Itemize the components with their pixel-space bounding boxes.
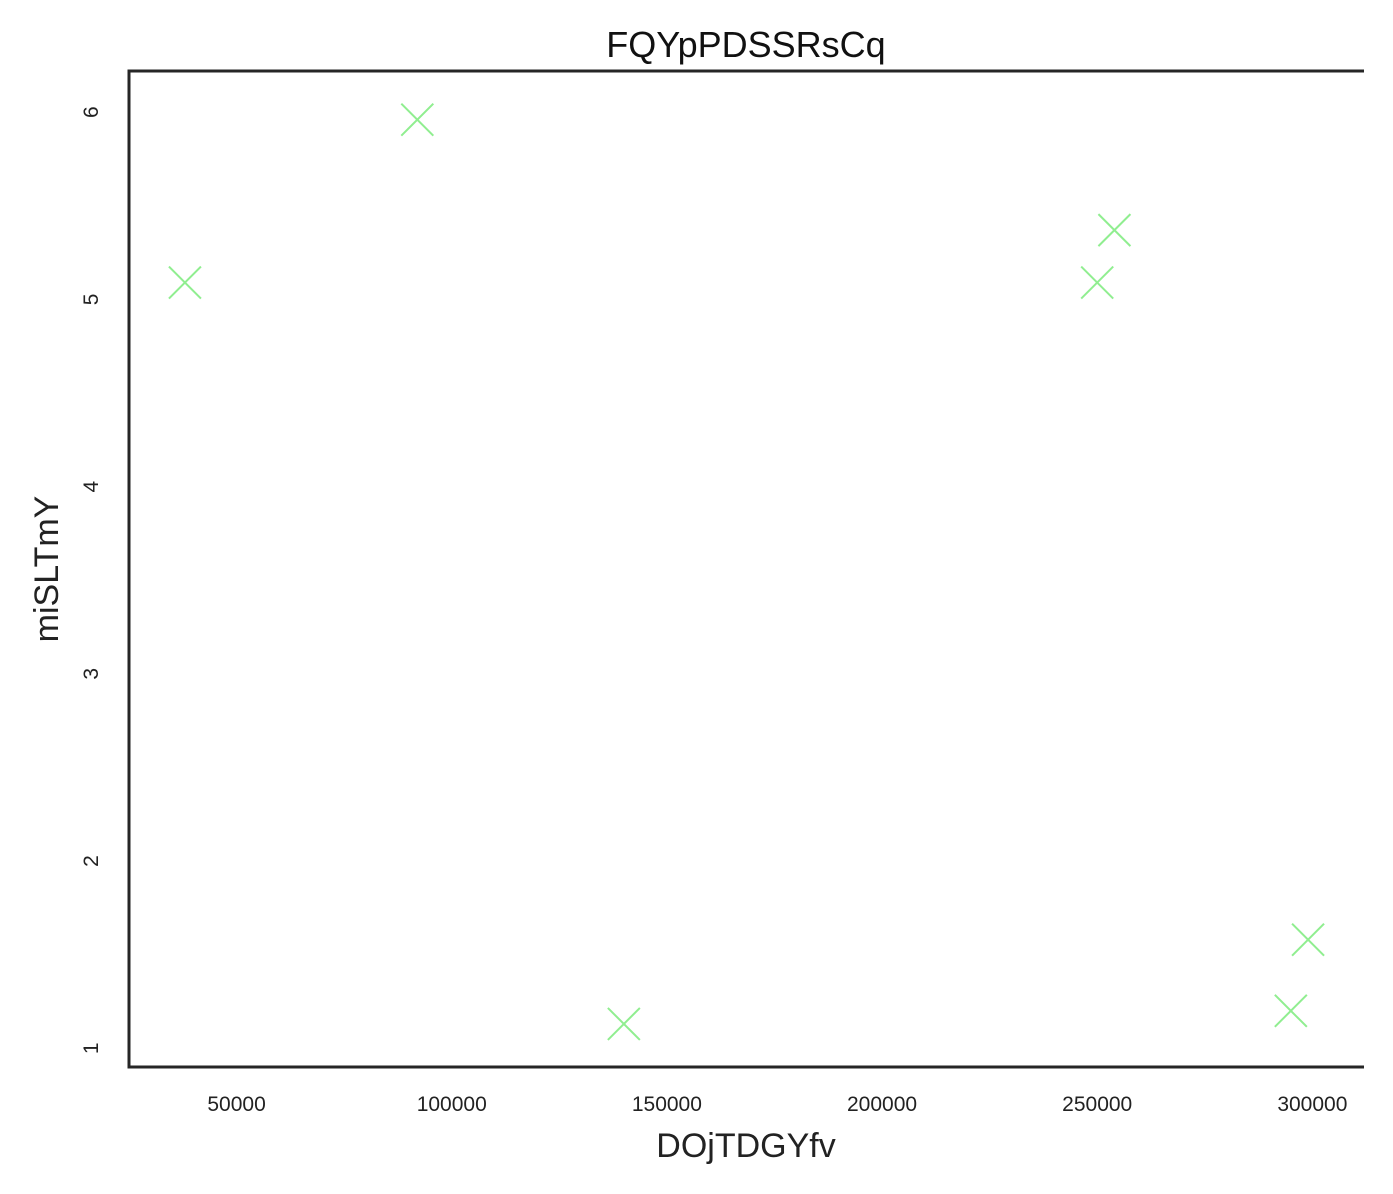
scatter-point-stroke xyxy=(1080,265,1114,300)
scatter-point xyxy=(607,1007,641,1041)
y-tick-label: 1 xyxy=(80,1042,103,1054)
scatter-point-stroke xyxy=(400,102,435,137)
x-tick-label: 150000 xyxy=(632,1093,702,1116)
x-tick-label: 300000 xyxy=(1277,1093,1347,1116)
scatter-point-stroke xyxy=(1291,922,1325,957)
y-axis-ticks: 1 2 3 4 5 6 xyxy=(80,106,103,1054)
x-tick-label: 200000 xyxy=(847,1093,917,1116)
scatter-point xyxy=(400,102,435,137)
x-axis-ticks: 50000 100000 150000 200000 250000 300000 xyxy=(207,1093,1347,1116)
scatter-point-stroke xyxy=(607,1007,641,1041)
scatter-point xyxy=(1274,994,1308,1028)
scatter-point xyxy=(168,265,202,300)
chart-title: FQYpPDSSRsCq xyxy=(606,24,885,65)
scatter-point-stroke xyxy=(1274,994,1308,1028)
y-tick-label: 2 xyxy=(80,855,103,867)
x-tick-label: 50000 xyxy=(207,1093,265,1116)
scatter-point xyxy=(1080,265,1114,300)
y-tick-label: 5 xyxy=(80,294,103,306)
x-tick-label: 100000 xyxy=(417,1093,487,1116)
scatter-point xyxy=(1291,922,1325,957)
scatter-point xyxy=(1097,213,1132,247)
x-tick-label: 250000 xyxy=(1062,1093,1132,1116)
y-tick-label: 4 xyxy=(80,480,103,492)
scatter-point-stroke xyxy=(1097,213,1132,247)
y-axis-label: miSLTmY xyxy=(28,496,66,643)
data-points xyxy=(168,102,1325,1041)
y-tick-label: 3 xyxy=(80,668,103,680)
plot-area xyxy=(127,69,1364,1069)
x-axis-label: DOjTDGYfv xyxy=(656,1127,835,1165)
scatter-point-stroke xyxy=(168,265,202,300)
axis-frame xyxy=(127,69,1364,1069)
y-tick-label: 6 xyxy=(80,106,103,118)
